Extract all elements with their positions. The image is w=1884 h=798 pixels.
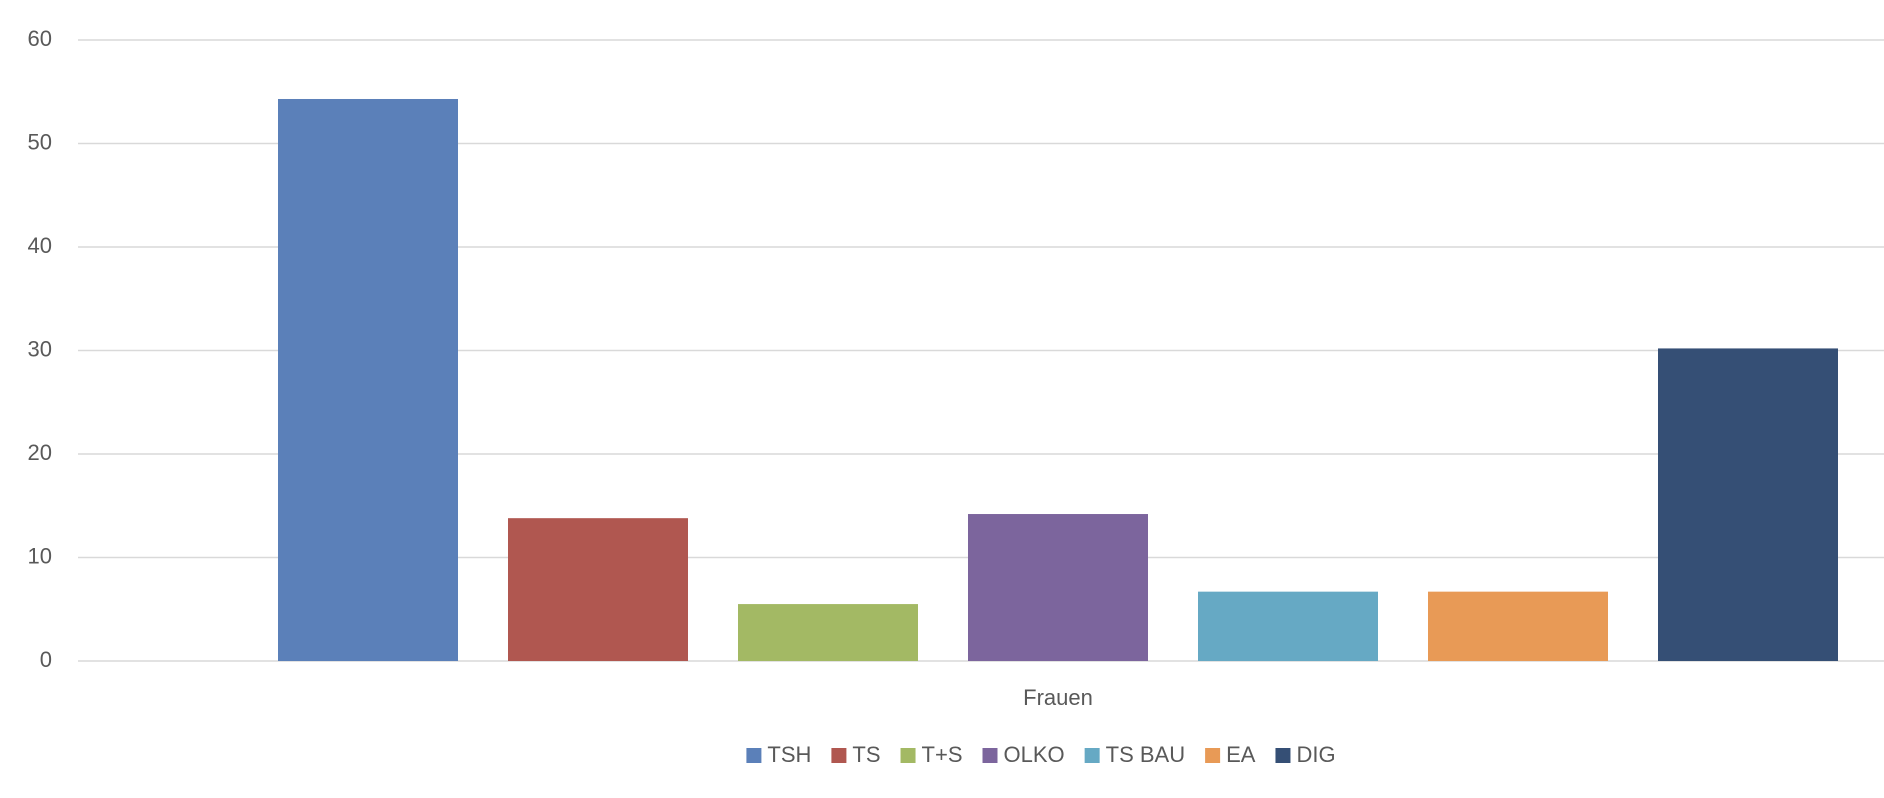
legend-label: T+S: [922, 742, 963, 767]
bar: [1428, 591, 1608, 661]
legend-label: TSH: [767, 742, 811, 767]
y-tick-label: 40: [28, 233, 52, 258]
legend-label: TS: [852, 742, 880, 767]
bar: [738, 604, 918, 661]
legend-label: DIG: [1296, 742, 1335, 767]
bar: [278, 98, 458, 662]
bar: [508, 518, 688, 661]
legend-swatch: [1205, 748, 1221, 763]
bar: [1198, 591, 1378, 661]
legend-label: EA: [1226, 742, 1256, 767]
y-tick-label: 0: [40, 647, 52, 672]
x-tick-label: Frauen: [1023, 685, 1093, 710]
legend-swatch: [1084, 748, 1100, 763]
bar: [968, 514, 1148, 661]
legend-swatch: [982, 748, 998, 763]
y-tick-label: 50: [28, 129, 52, 154]
y-tick-label: 10: [28, 543, 52, 568]
legend-swatch: [746, 748, 762, 763]
legend-swatch: [1275, 748, 1291, 763]
legend-label: TS BAU: [1106, 742, 1185, 767]
y-tick-label: 60: [28, 26, 52, 51]
legend-label: OLKO: [1004, 742, 1065, 767]
legend-swatch: [831, 748, 847, 763]
y-tick-label: 20: [28, 440, 52, 465]
legend-swatch: [900, 748, 916, 763]
y-tick-label: 30: [28, 336, 52, 361]
bar: [1658, 348, 1838, 661]
